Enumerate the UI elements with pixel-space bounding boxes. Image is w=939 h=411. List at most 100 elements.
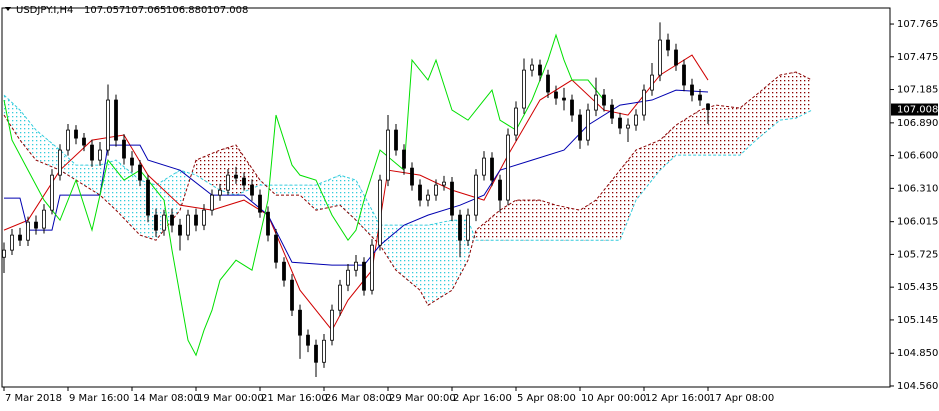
- candle-body: [266, 211, 270, 236]
- cloud-segment: [276, 185, 300, 196]
- candle-body: [650, 74, 654, 91]
- cloud-segment: [356, 180, 380, 246]
- x-tick-label: 9 Mar 16:00: [69, 393, 129, 404]
- candle-body: [682, 64, 686, 86]
- x-tick-label: 7 Mar 2018: [5, 393, 62, 404]
- x-tick-label: 21 Mar 16:00: [261, 393, 328, 404]
- cloud-segment: [260, 180, 276, 196]
- indicator-line: [3, 33, 605, 357]
- candle-body: [354, 261, 358, 271]
- cloud-segment: [116, 160, 140, 236]
- candle-body: [26, 221, 30, 241]
- candle-body: [82, 137, 86, 146]
- cloud-segment: [420, 225, 428, 306]
- candle-body: [666, 39, 670, 51]
- candle-body: [290, 279, 294, 311]
- candle-body: [314, 344, 318, 363]
- candle-body: [690, 84, 694, 96]
- candle-body: [346, 269, 350, 286]
- candle-body: [330, 309, 334, 341]
- candle-body: [186, 214, 190, 236]
- candle-body: [434, 184, 438, 196]
- candle-body: [698, 94, 702, 101]
- candle-body: [610, 104, 614, 119]
- candle-body: [90, 144, 94, 161]
- candle-body: [410, 167, 414, 186]
- indicator-line: [4, 89, 709, 266]
- y-tick-label: 106.890: [897, 118, 938, 129]
- y-tick-label: 106.600: [897, 151, 938, 162]
- cloud-segment: [500, 200, 516, 241]
- candle-body: [554, 91, 558, 99]
- candle-body: [498, 179, 502, 201]
- candle-body: [10, 234, 14, 251]
- axes: 107.765 107.475 107.185 106.890 106.600 106.3…: [3, 19, 938, 404]
- cloud-segment: [636, 140, 660, 201]
- candle-body: [538, 64, 542, 76]
- candle-body: [394, 129, 398, 151]
- cloud-segment: [716, 105, 740, 156]
- candle-body: [34, 221, 38, 229]
- y-tick-label: 107.185: [897, 85, 938, 96]
- x-tick-label: 5 Apr 08:00: [517, 393, 576, 404]
- cloud-segment: [780, 72, 796, 121]
- candle-body: [706, 103, 710, 110]
- candle-body: [362, 261, 366, 291]
- candle-body: [386, 129, 390, 181]
- candle-body: [506, 134, 510, 201]
- indicator-line: [3, 54, 709, 332]
- x-tick-label: 2 Apr 16:00: [453, 393, 512, 404]
- cloud-segment: [516, 200, 540, 241]
- indicator-lines: [3, 33, 709, 357]
- cloud-segment: [740, 95, 756, 156]
- cloud-segment: [596, 170, 620, 241]
- candle-body: [258, 194, 262, 213]
- candle-body: [402, 149, 406, 169]
- x-tick-label: 19 Mar 00:00: [197, 393, 264, 404]
- candle-body: [130, 157, 134, 166]
- x-tick-label: 12 Apr 16:00: [645, 393, 710, 404]
- candle-body: [458, 214, 462, 241]
- candle-body: [50, 174, 54, 211]
- candle-body: [474, 174, 478, 216]
- candle-body: [202, 209, 206, 226]
- cloud-segment: [196, 150, 220, 191]
- cloud-segment: [20, 110, 36, 161]
- price-marker-box: [891, 103, 938, 116]
- candle-body: [98, 149, 102, 161]
- candle-body: [562, 97, 566, 101]
- x-tick-label: 10 Apr 00:00: [581, 393, 646, 404]
- y-tick-label: 104.560: [897, 381, 938, 392]
- candle-body: [306, 334, 310, 346]
- y-tick-label: 107.475: [897, 52, 938, 63]
- y-tick-label: 105.725: [897, 249, 938, 260]
- cloud-segment: [76, 165, 100, 196]
- candle-body: [234, 174, 238, 179]
- candle-body: [642, 89, 646, 116]
- candle-body: [162, 214, 166, 231]
- x-tick-label: 14 Mar 08:00: [133, 393, 200, 404]
- candle-body: [418, 184, 422, 201]
- cloud-segment: [580, 200, 596, 241]
- candle-body: [370, 244, 374, 291]
- cloud-segment: [396, 225, 420, 291]
- candle-body: [634, 114, 638, 126]
- candle-body: [490, 157, 494, 181]
- cloud-segment: [316, 175, 340, 211]
- x-tick-label: 29 Mar 00:00: [389, 393, 456, 404]
- candles: [2, 22, 710, 377]
- candle-body: [114, 99, 118, 141]
- cloud-segment: [300, 185, 316, 211]
- candle-body: [154, 214, 158, 231]
- candle-body: [42, 209, 46, 229]
- header-arrow: [5, 7, 11, 11]
- candle-body: [194, 214, 198, 226]
- candle-body: [226, 174, 230, 191]
- candle-body: [298, 309, 302, 336]
- cloud-segment: [4, 95, 20, 141]
- y-tick-label: 106.015: [897, 217, 938, 228]
- candle-body: [442, 181, 446, 186]
- candle-body: [122, 139, 126, 159]
